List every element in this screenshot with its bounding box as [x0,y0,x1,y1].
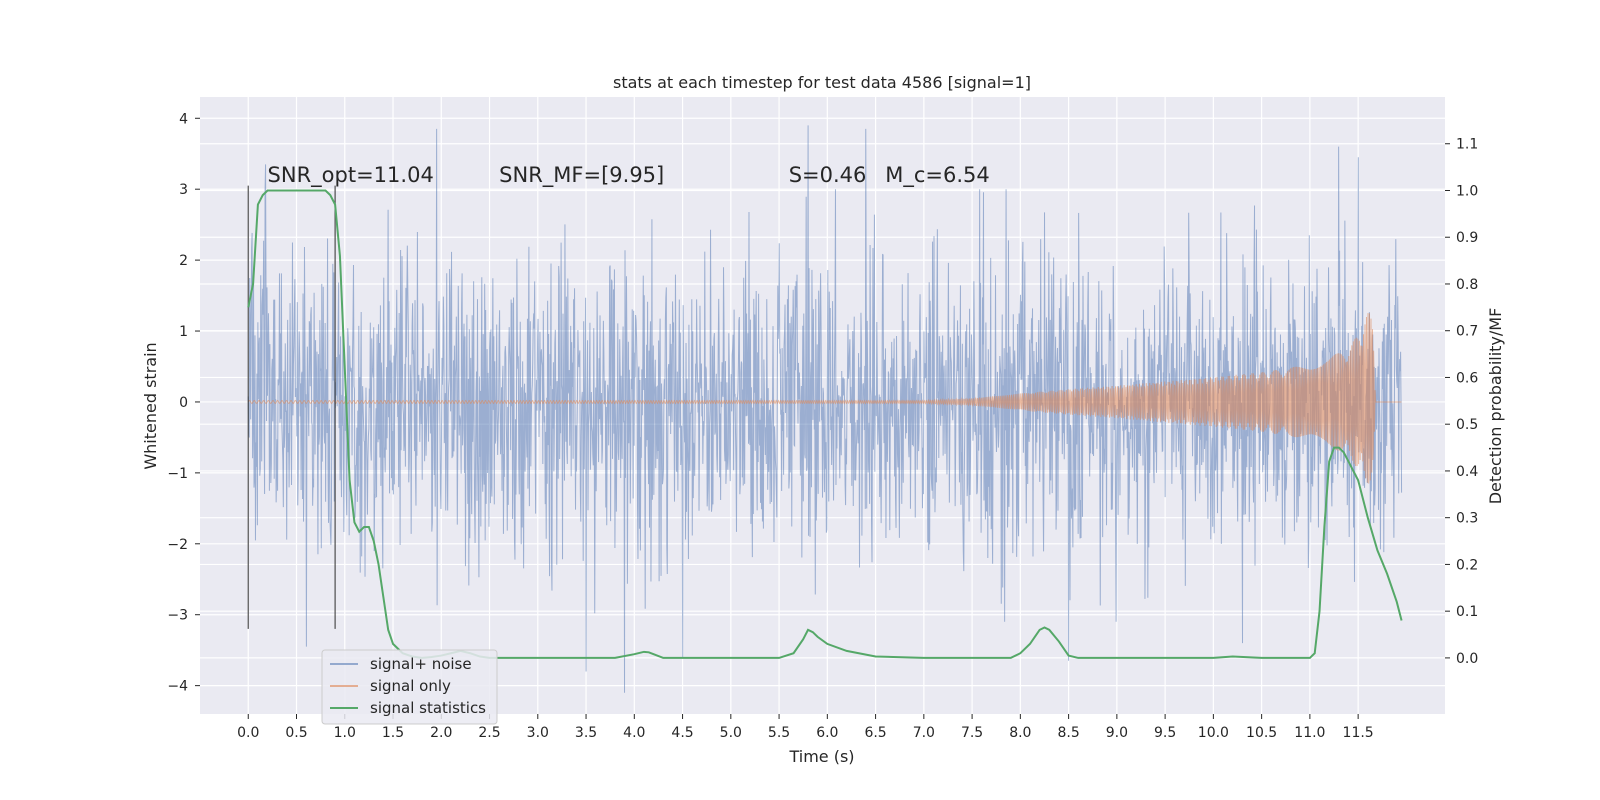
y2-axis-ticks: 0.0 0.1 0.2 0.3 0.4 0.5 0.6 0.7 0.8 0.9 1.0 1.1 [1445,137,1478,667]
y-axis-ticks: −4 −3 −2 −1 0 1 2 3 4 [167,111,200,695]
x-tick-label: 10.5 [1246,725,1277,741]
y-tick-label: −4 [167,679,188,695]
y-tick-label: 0 [179,395,188,411]
x-tick-label: 4.5 [671,725,693,741]
x-tick-label: 8.0 [1009,725,1031,741]
annotations: SNR_opt=11.04 SNR_MF=[9.95] S=0.46 M_c=6.54 [268,163,990,188]
x-tick-label: 2.0 [430,725,452,741]
annotation-text: SNR_MF=[9.95] [499,163,664,188]
x-tick-label: 9.0 [1106,725,1128,741]
y-tick-label: −2 [167,537,188,553]
x-tick-label: 6.5 [864,725,886,741]
x-tick-label: 0.0 [237,725,259,741]
x-tick-label: 6.0 [816,725,838,741]
y2-axis-label: Detection probability/MF [1486,308,1505,505]
y2-tick-label: 0.6 [1456,370,1478,386]
x-tick-label: 1.0 [334,725,356,741]
legend-label-signal-statistics: signal statistics [370,699,486,717]
y-tick-label: 4 [179,111,188,127]
annotation-text: M_c=6.54 [885,163,990,188]
x-tick-label: 7.5 [961,725,983,741]
x-tick-label: 0.5 [285,725,307,741]
y-tick-label: 3 [179,182,188,198]
annotation-text: SNR_opt=11.04 [268,163,434,188]
series-signal-statistics [247,189,1403,659]
x-axis-label: Time (s) [788,747,854,766]
x-tick-label: 7.0 [913,725,935,741]
y2-tick-label: 1.0 [1456,183,1478,199]
x-tick-label: 9.5 [1154,725,1176,741]
y-tick-label: −1 [167,466,188,482]
series-layer [247,125,1403,693]
legend-label-signal-noise: signal+ noise [370,655,472,673]
y2-tick-label: 0.1 [1456,604,1478,620]
y-axis-label: Whitened strain [141,342,160,469]
legend: signal+ noise signal only signal statist… [321,649,498,725]
y2-tick-label: 0.2 [1456,557,1478,573]
legend-label-signal-only: signal only [370,677,451,695]
y2-tick-label: 0.7 [1456,324,1478,340]
x-tick-label: 5.0 [720,725,742,741]
x-tick-label: 10.0 [1198,725,1229,741]
x-axis-ticks: 0.0 0.5 1.0 1.5 2.0 2.5 3.0 3.5 4.0 4.5 5.0 5.5 6.0 6… [237,714,1374,741]
x-tick-label: 4.0 [623,725,645,741]
y2-tick-label: 0.3 [1456,511,1478,527]
x-tick-label: 8.5 [1057,725,1079,741]
x-tick-label: 3.0 [527,725,549,741]
x-tick-label: 11.0 [1294,725,1325,741]
y2-tick-label: 0.8 [1456,277,1478,293]
y-tick-label: 1 [179,324,188,340]
y2-tick-label: 0.9 [1456,230,1478,246]
x-tick-label: 1.5 [382,725,404,741]
x-tick-label: 5.5 [768,725,790,741]
y2-tick-label: 0.5 [1456,417,1478,433]
x-tick-label: 3.5 [575,725,597,741]
legend-box [321,649,498,725]
chart-title: stats at each timestep for test data 458… [613,73,1031,92]
y2-tick-label: 0.0 [1456,651,1478,667]
y2-tick-label: 0.4 [1456,464,1478,480]
annotation-text: S=0.46 [789,163,867,187]
x-tick-label: 11.5 [1343,725,1374,741]
y-tick-label: −3 [167,608,188,624]
y2-tick-label: 1.1 [1456,137,1478,153]
x-tick-label: 2.5 [478,725,500,741]
series-signal-only [247,313,1402,484]
y-tick-label: 2 [179,253,188,269]
